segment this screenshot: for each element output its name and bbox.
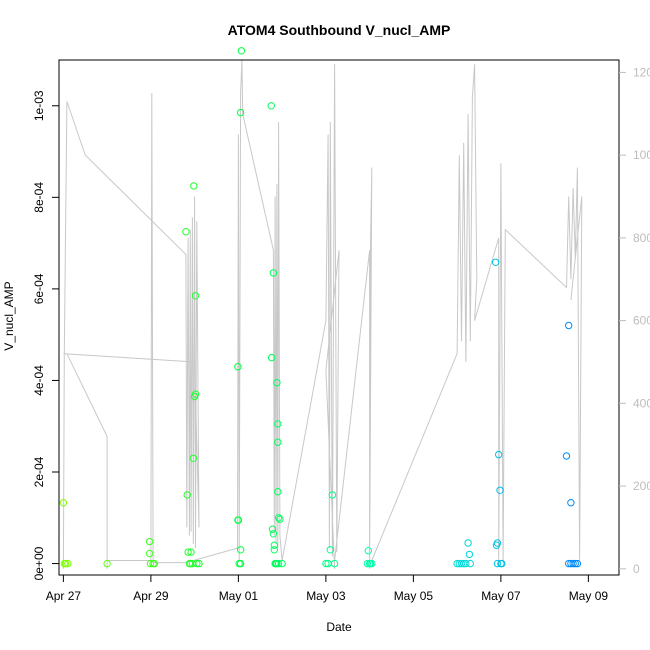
- y2-tick-label: 0: [633, 562, 640, 576]
- data-point: [466, 559, 474, 568]
- x-tick-label: Apr 29: [133, 589, 169, 603]
- data-point: [61, 559, 70, 568]
- data-point: [457, 559, 466, 568]
- data-point: [498, 559, 506, 568]
- data-point: [268, 525, 277, 533]
- data-point: [569, 559, 577, 568]
- data-point: [368, 559, 376, 568]
- data-point: [571, 559, 579, 568]
- x-tick-label: May 07: [481, 589, 521, 603]
- data-point: [145, 537, 154, 546]
- data-point: [464, 539, 472, 547]
- series-line: [62, 59, 583, 569]
- x-tick-label: Apr 27: [46, 589, 82, 603]
- data-point: [189, 454, 198, 462]
- data-point: [103, 559, 111, 568]
- data-point: [267, 353, 276, 362]
- y-tick-label: 0e+00: [32, 546, 46, 580]
- data-point: [491, 258, 500, 266]
- data-point: [328, 491, 337, 499]
- data-point: [237, 47, 246, 55]
- data-point: [274, 438, 282, 446]
- y2-tick-label: 12000: [633, 65, 650, 79]
- data-point: [236, 546, 245, 554]
- data-point: [187, 548, 195, 556]
- y-axis: 0e+00 2e-04 4e-04 6e-04 8e-04 1e-03: [32, 90, 59, 580]
- data-point: [270, 541, 278, 549]
- data-point: [234, 516, 243, 524]
- data-point: [182, 228, 190, 236]
- data-point: [267, 102, 275, 110]
- point-series: [59, 47, 582, 568]
- y2-tick-label: 6000: [633, 314, 650, 328]
- data-point: [183, 491, 191, 499]
- data-point: [270, 546, 278, 554]
- data-point: [269, 269, 278, 277]
- data-point: [322, 559, 330, 568]
- x-tick-label: May 05: [394, 589, 434, 603]
- data-point: [363, 559, 372, 568]
- data-point: [364, 547, 372, 555]
- data-point: [567, 499, 575, 507]
- data-point: [565, 321, 573, 330]
- data-point: [326, 546, 334, 554]
- x-axis-label: Date: [326, 620, 352, 634]
- x-tick-label: May 09: [569, 589, 609, 603]
- y-tick-label: 2e-04: [32, 456, 46, 487]
- y2-tick-label: 2000: [633, 479, 650, 493]
- x-tick-label: May 01: [219, 589, 259, 603]
- data-point: [562, 452, 571, 460]
- data-point: [273, 379, 281, 387]
- data-point: [191, 390, 200, 398]
- data-point: [236, 108, 245, 117]
- x-tick-label: May 03: [306, 589, 346, 603]
- y2-tick-label: 10000: [633, 148, 650, 162]
- data-point: [274, 514, 283, 522]
- data-point: [278, 559, 286, 568]
- data-point: [190, 182, 198, 190]
- data-point: [234, 363, 242, 371]
- data-point: [191, 292, 200, 300]
- data-point: [193, 559, 201, 568]
- y2-axis: 0 2000 4000 6000 8000 10000 12000: [619, 65, 650, 576]
- plot-box: [58, 59, 620, 576]
- data-point: [150, 559, 159, 568]
- data-point: [64, 559, 72, 568]
- data-point: [493, 539, 502, 547]
- data-point: [573, 559, 582, 568]
- y-tick-label: 6e-04: [32, 273, 46, 304]
- chart-title: ATOM4 Southbound V_nucl_AMP: [228, 22, 451, 38]
- data-point: [274, 488, 282, 496]
- data-point: [145, 549, 154, 558]
- data-point: [274, 420, 282, 428]
- y2-tick-label: 4000: [633, 396, 650, 410]
- data-point: [236, 559, 245, 568]
- data-point: [184, 548, 192, 556]
- grey-line-series: [62, 59, 583, 569]
- data-point: [496, 486, 504, 494]
- data-point: [462, 559, 470, 568]
- data-point: [269, 530, 278, 538]
- data-point: [146, 559, 155, 568]
- y2-tick-label: 8000: [633, 231, 650, 245]
- x-axis: Apr 27 Apr 29 May 01 May 03 May 05 May 07 May …: [46, 575, 609, 603]
- data-point: [465, 550, 474, 559]
- y-tick-label: 4e-04: [32, 365, 46, 396]
- data-point: [493, 559, 502, 568]
- y-tick-label: 8e-04: [32, 182, 46, 213]
- y-tick-label: 1e-03: [32, 90, 46, 121]
- data-point: [274, 559, 283, 568]
- data-point: [495, 450, 503, 459]
- data-point: [330, 559, 339, 568]
- y-axis-label: V_nucl_AMP: [2, 281, 16, 350]
- data-point: [195, 559, 203, 568]
- data-point: [276, 515, 284, 523]
- data-point: [59, 499, 68, 507]
